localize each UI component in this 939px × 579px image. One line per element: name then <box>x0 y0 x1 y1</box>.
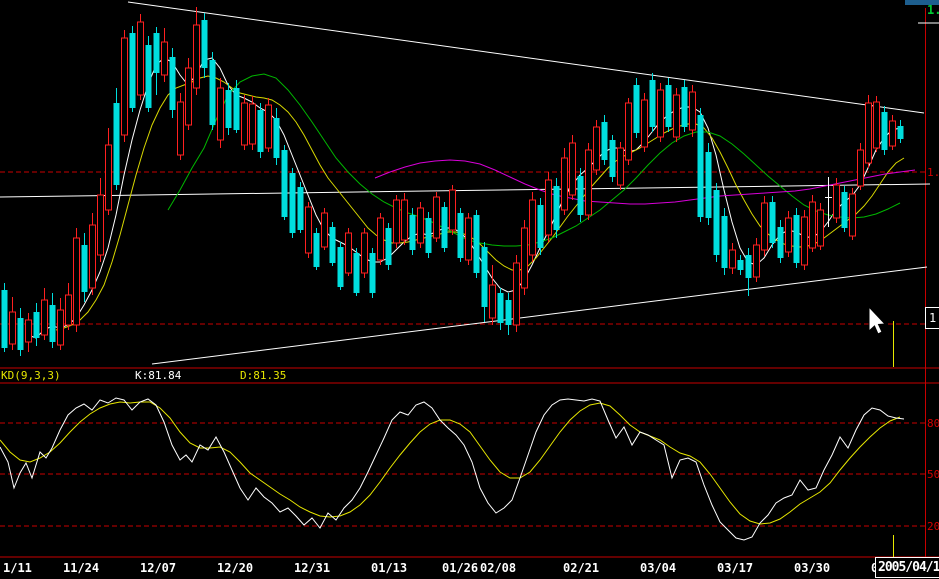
y-axis-label: 1.5 <box>927 166 939 179</box>
date-axis: 1/11 11/24 12/07 12/20 12/31 01/13 01/26 02/08 0… <box>0 558 939 579</box>
y-axis-label: 80 <box>927 417 939 430</box>
ma-short-white <box>27 57 901 339</box>
trendline <box>127 1 925 114</box>
k-value-label: K:81.84 <box>135 369 182 382</box>
kd-d-line <box>0 401 901 525</box>
x-axis-label: 02/08 <box>480 561 517 575</box>
x-axis-label: 03/04 <box>640 561 677 575</box>
ma-longest-magenta <box>374 159 916 205</box>
x-axis-label: 03/30 <box>794 561 831 575</box>
x-axis-label: 01/13 <box>371 561 408 575</box>
trendline <box>151 266 928 365</box>
x-axis-label: 12/31 <box>294 561 331 575</box>
x-axis-label: 11/24 <box>63 561 100 575</box>
kd-k-line <box>0 397 905 541</box>
mouse-cursor <box>868 305 887 335</box>
current-date-box: 2005/04/19 <box>875 557 939 578</box>
x-axis-label: 01/26 <box>442 561 479 575</box>
window-edge-fragment <box>905 0 939 5</box>
indicator-name-label: KD(9,3,3) <box>1 369 61 382</box>
x-axis-label: 1/11 <box>3 561 32 575</box>
indicator-header-band[interactable]: KD(9,3,3) K:81.84 D:81.35 <box>0 369 939 382</box>
y-axis-label: 50 <box>927 468 939 481</box>
d-value-label: D:81.35 <box>240 369 287 382</box>
x-axis-label: 02/21 <box>563 561 600 575</box>
last-price-box: 1.4 <box>925 307 939 329</box>
trendline <box>0 183 931 198</box>
candlesticks-group <box>1 7 904 356</box>
x-axis-label: 12/07 <box>140 561 177 575</box>
x-axis-label: 03/17 <box>717 561 754 575</box>
y-axis-label: 20 <box>927 520 939 533</box>
price-high-label: 1. <box>927 3 939 17</box>
x-axis-label: 12/20 <box>217 561 254 575</box>
